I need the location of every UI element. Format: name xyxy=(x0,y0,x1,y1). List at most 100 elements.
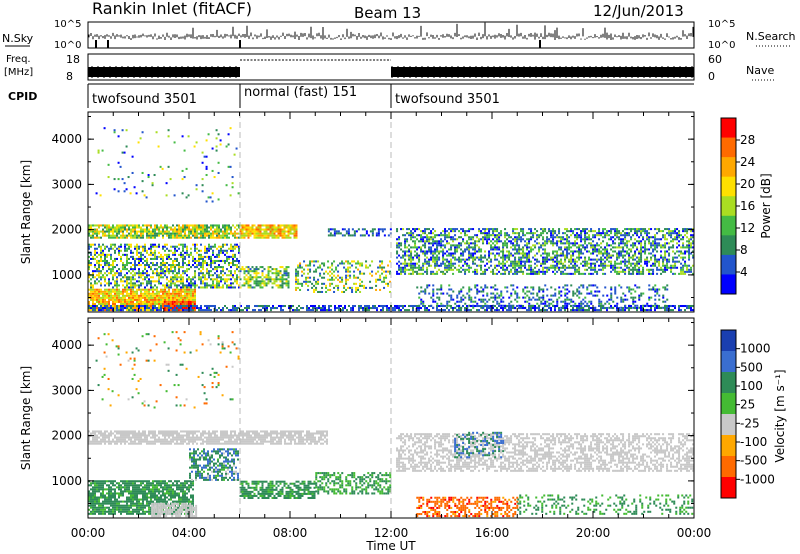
power-echo xyxy=(542,230,545,233)
power-echo xyxy=(112,228,114,231)
power-echo xyxy=(560,248,563,251)
power-echo xyxy=(490,258,493,261)
power-echo xyxy=(580,248,583,251)
power-echo xyxy=(580,230,583,233)
power-echo xyxy=(414,246,417,249)
power-echo xyxy=(140,296,142,299)
power-echo xyxy=(104,294,106,297)
power-echo xyxy=(144,300,146,303)
power-echo xyxy=(110,298,112,301)
power-echo xyxy=(226,228,228,231)
power-echo xyxy=(134,247,136,250)
power-echo xyxy=(690,234,693,237)
power-echo xyxy=(628,260,631,263)
power-echo xyxy=(602,262,605,265)
power-echo xyxy=(192,292,194,295)
power-echo xyxy=(104,298,106,301)
power-echo xyxy=(644,252,647,255)
power-echo xyxy=(452,240,455,243)
power-echo xyxy=(206,230,208,233)
power-echo xyxy=(154,226,156,229)
power-echo xyxy=(208,236,210,239)
power-echo xyxy=(488,232,491,235)
power-echo xyxy=(94,236,96,239)
power-echo xyxy=(232,257,234,260)
power-echo xyxy=(126,236,128,239)
power-echo xyxy=(255,284,258,287)
power-echo xyxy=(106,228,108,231)
power-echo xyxy=(148,302,150,305)
power-echo xyxy=(130,309,132,312)
power-echo xyxy=(562,232,565,235)
power-echo xyxy=(150,288,152,291)
power-echo xyxy=(130,266,132,269)
power-echo xyxy=(174,247,176,250)
power-echo xyxy=(150,282,152,285)
power-echo xyxy=(632,256,635,259)
power-echo xyxy=(410,238,413,241)
power-echo xyxy=(162,300,164,303)
power-echo xyxy=(434,260,437,263)
power-echo xyxy=(504,240,507,243)
power-echo xyxy=(494,244,497,247)
power-echo xyxy=(692,264,695,267)
power-echo xyxy=(624,234,627,237)
power-echo xyxy=(612,266,615,269)
nsearch-label: N.Search xyxy=(746,30,796,43)
power-echo xyxy=(630,228,633,231)
power-echo xyxy=(642,238,645,241)
power-echo xyxy=(124,276,126,279)
power-echo xyxy=(212,282,214,285)
power-echo xyxy=(100,278,102,281)
power-echo xyxy=(271,226,274,229)
power-echo xyxy=(664,268,667,271)
power-echo xyxy=(90,286,92,289)
power-echo xyxy=(148,290,150,293)
power-echo xyxy=(578,228,581,231)
power-echo xyxy=(656,244,659,247)
power-echo xyxy=(287,234,290,237)
power-echo xyxy=(327,234,330,237)
power-echo xyxy=(662,260,665,263)
power-echo xyxy=(692,272,695,275)
power-echo xyxy=(514,246,517,249)
power-echo xyxy=(114,226,116,229)
power-echo xyxy=(516,244,519,247)
power-echo xyxy=(261,272,264,275)
power-echo xyxy=(218,228,220,231)
power-echo xyxy=(568,240,571,243)
nave-label: Nave xyxy=(746,64,774,77)
power-echo xyxy=(148,304,150,308)
power-echo xyxy=(327,260,330,263)
power-echo xyxy=(297,266,300,269)
power-echo xyxy=(480,266,483,269)
power-echo xyxy=(144,266,146,269)
power-echo xyxy=(267,266,270,269)
power-echo xyxy=(259,226,262,229)
power-echo xyxy=(188,262,190,265)
power-echo xyxy=(277,286,280,289)
power-echo xyxy=(138,276,140,279)
power-echo xyxy=(506,268,509,271)
power-echo xyxy=(182,224,184,227)
power-echo xyxy=(650,258,653,261)
power-echo xyxy=(146,230,148,233)
power-echo xyxy=(436,258,439,261)
power-echo xyxy=(420,234,423,237)
power-echo xyxy=(118,249,120,252)
power-echo xyxy=(616,266,619,269)
power-echo xyxy=(166,282,168,285)
power-echo xyxy=(158,294,160,297)
power-echo xyxy=(345,268,348,271)
power-echo xyxy=(408,272,411,275)
power-echo xyxy=(112,274,114,277)
beam-label: Beam 13 xyxy=(354,4,421,22)
power-echo xyxy=(586,232,589,235)
power-echo xyxy=(612,268,615,271)
power-echo xyxy=(520,230,523,233)
power-echo xyxy=(110,294,112,297)
power-echo xyxy=(128,296,130,299)
freq-ticks xyxy=(91,66,693,78)
power-echo xyxy=(234,226,236,229)
power-echo xyxy=(194,259,196,262)
